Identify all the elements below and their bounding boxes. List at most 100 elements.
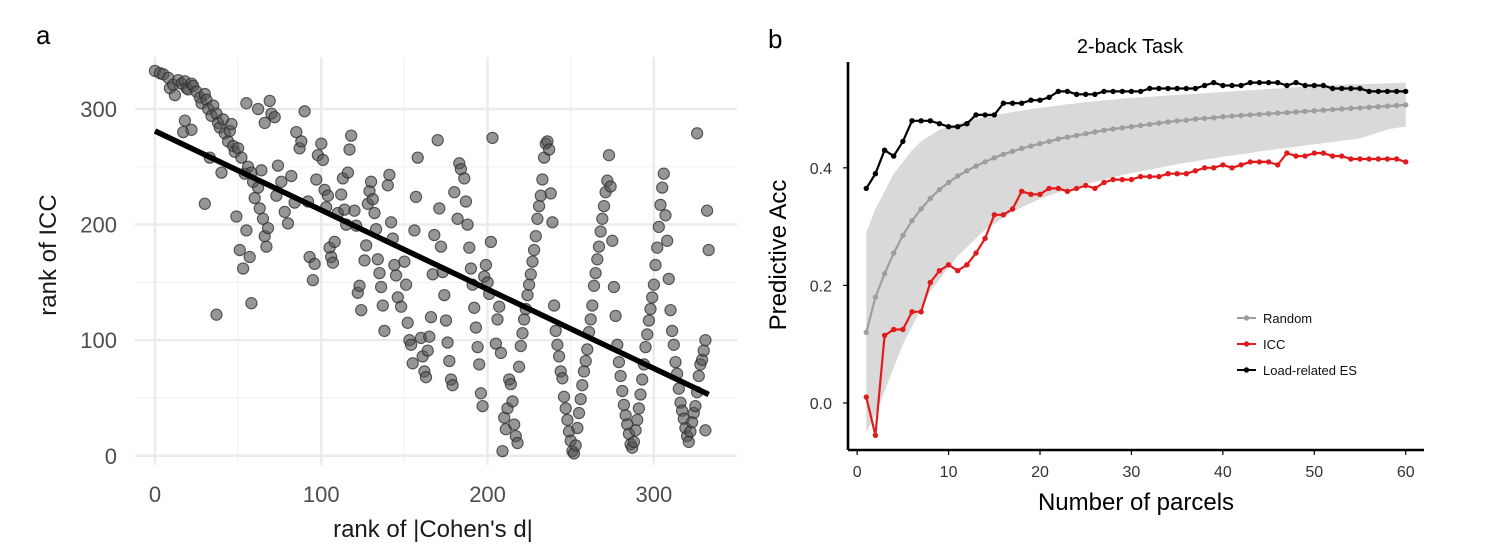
- series-point-load-related-es: [1302, 82, 1308, 89]
- series-point-random: [1293, 109, 1299, 115]
- series-point-random: [1211, 115, 1217, 121]
- scatter-point: [343, 143, 356, 156]
- scatter-point: [443, 354, 456, 368]
- scatter-point: [577, 365, 591, 378]
- scatter-point: [526, 255, 539, 268]
- scatter-point: [409, 190, 423, 204]
- random-band: [866, 82, 1406, 433]
- x-tick-label: 60: [1397, 464, 1415, 481]
- series-point-icc: [1119, 176, 1126, 183]
- scatter-point: [659, 209, 672, 222]
- scatter-point: [491, 313, 504, 326]
- scatter-point: [524, 268, 537, 281]
- y-tick-label: 0.2: [810, 278, 832, 295]
- series-point-random: [1220, 114, 1226, 120]
- panel-b-title: 2-back Task: [1077, 36, 1184, 58]
- panel-a-label: a: [36, 20, 51, 50]
- panel-a-scatter: 0 100 200 300 0 100 200 300 rank of |Cohen's d…: [35, 57, 737, 543]
- series-point-load-related-es: [1073, 91, 1080, 98]
- scatter-point: [552, 350, 566, 363]
- series-point-icc: [1147, 173, 1153, 180]
- scatter-point: [584, 313, 597, 326]
- scatter-point: [315, 137, 328, 150]
- scatter-point: [559, 402, 572, 415]
- scatter-point: [654, 198, 667, 212]
- series-point-load-related-es: [1348, 85, 1354, 92]
- scatter-point: [248, 191, 261, 205]
- series-point-random: [1183, 117, 1190, 123]
- series-point-icc: [1247, 159, 1254, 165]
- series-point-random: [1320, 107, 1327, 113]
- panel-b-legend: Random ICC Load-related ES: [1237, 311, 1357, 378]
- scatter-point: [522, 278, 536, 291]
- scatter-point: [355, 303, 368, 317]
- scatter-point: [383, 168, 396, 182]
- scatter-point: [233, 243, 246, 257]
- series-point-icc: [1028, 191, 1034, 197]
- series-point-icc: [1357, 156, 1363, 162]
- scatter-point: [644, 302, 657, 316]
- scatter-point: [251, 102, 265, 116]
- series-point-random: [982, 159, 988, 165]
- series-point-load-related-es: [1293, 79, 1299, 86]
- scatter-point: [489, 337, 503, 350]
- series-point-load-related-es: [918, 118, 924, 124]
- scatter-point: [366, 193, 379, 206]
- series-point-load-related-es: [945, 124, 952, 130]
- scatter-point: [421, 344, 434, 357]
- series-point-load-related-es: [1028, 97, 1034, 103]
- series-point-random: [1284, 109, 1290, 116]
- series-point-icc: [1366, 156, 1372, 162]
- scatter-point: [243, 250, 256, 264]
- scatter-point: [423, 330, 436, 343]
- series-point-icc: [900, 326, 906, 333]
- scatter-point: [587, 279, 601, 292]
- series-point-icc: [1201, 165, 1208, 171]
- scatter-point: [373, 266, 386, 280]
- series-point-icc: [1348, 156, 1354, 162]
- scatter-point: [394, 300, 408, 313]
- series-point-random: [1128, 124, 1135, 130]
- scatter-point: [240, 224, 253, 237]
- series-point-random: [1201, 115, 1208, 122]
- series-point-load-related-es: [982, 112, 988, 118]
- scatter-point: [689, 399, 702, 413]
- scatter-point: [652, 220, 665, 234]
- scatter-point: [551, 338, 564, 351]
- scatter-point: [451, 212, 464, 225]
- series-point-load-related-es: [1037, 97, 1043, 103]
- series-point-random: [973, 163, 979, 169]
- scatter-point: [649, 258, 662, 272]
- series-point-icc: [891, 326, 897, 333]
- series-point-icc: [1211, 165, 1217, 171]
- x-tick-label: 200: [469, 482, 506, 507]
- series-point-load-related-es: [1375, 88, 1382, 95]
- scatter-point: [699, 334, 712, 347]
- scatter-point: [627, 435, 641, 449]
- scatter-point: [321, 189, 335, 202]
- scatter-point: [504, 377, 517, 391]
- scatter-point: [597, 199, 611, 213]
- series-point-load-related-es: [936, 121, 943, 127]
- scatter-point: [546, 216, 559, 229]
- series-point-icc: [1046, 185, 1052, 192]
- panel-b-line-chart: 2-back Task 0 10 20 30 40 50 60 0.0 0.2 0.4 Numb…: [765, 36, 1424, 516]
- series-point-random: [1339, 106, 1345, 112]
- scatter-point: [639, 340, 652, 354]
- scatter-point: [268, 110, 281, 124]
- scatter-point: [607, 280, 621, 294]
- scatter-point: [592, 240, 606, 253]
- series-point-icc: [973, 250, 979, 256]
- series-point-load-related-es: [1320, 82, 1327, 89]
- scatter-point: [240, 97, 253, 110]
- legend-label: Random: [1263, 311, 1312, 326]
- scatter-point: [586, 299, 599, 312]
- series-point-random: [1366, 104, 1372, 111]
- scatter-point: [651, 241, 664, 254]
- series-point-icc: [1403, 159, 1409, 165]
- series-point-load-related-es: [1055, 88, 1062, 95]
- series-point-random: [1073, 132, 1080, 139]
- series-point-random: [1247, 112, 1254, 118]
- scatter-point: [506, 395, 519, 408]
- legend-swatch-point: [1243, 367, 1250, 373]
